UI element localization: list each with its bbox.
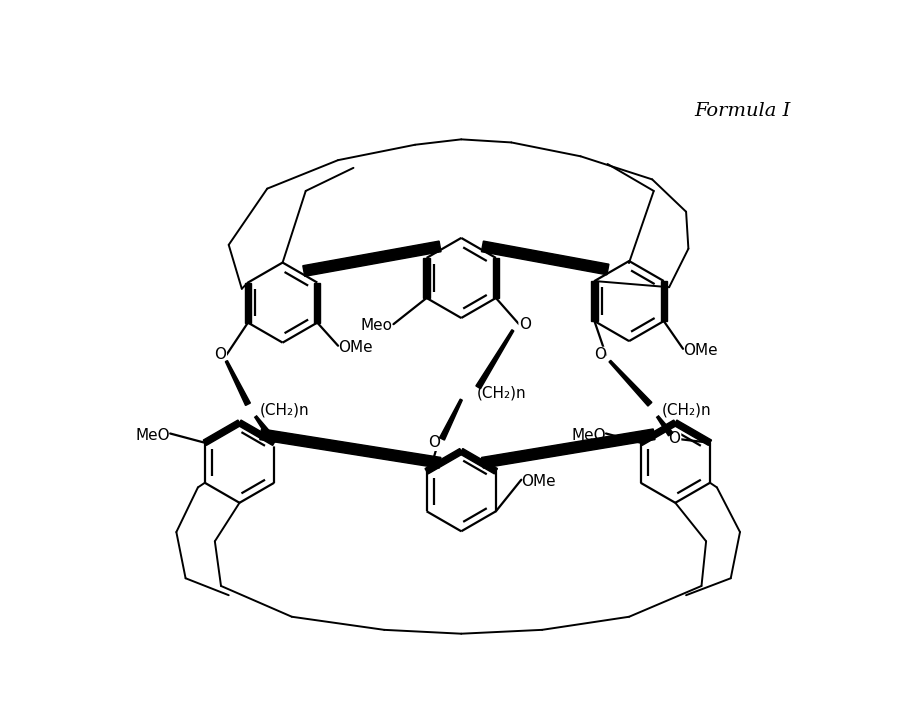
Polygon shape <box>493 258 499 298</box>
Text: (CH₂)n: (CH₂)n <box>477 386 526 401</box>
Text: O: O <box>266 431 279 446</box>
Polygon shape <box>424 258 429 298</box>
Text: O: O <box>594 347 606 362</box>
Text: Formula I: Formula I <box>695 102 791 120</box>
Polygon shape <box>460 449 498 474</box>
Polygon shape <box>203 420 241 445</box>
Polygon shape <box>302 241 441 276</box>
Polygon shape <box>314 283 320 323</box>
Polygon shape <box>661 281 667 321</box>
Polygon shape <box>225 360 250 405</box>
Text: (CH₂)n: (CH₂)n <box>259 403 309 418</box>
Polygon shape <box>238 420 275 445</box>
Text: O: O <box>519 317 531 331</box>
Text: O: O <box>214 347 226 362</box>
Polygon shape <box>657 416 673 436</box>
Polygon shape <box>245 283 251 323</box>
Polygon shape <box>425 449 463 474</box>
Text: MeO: MeO <box>136 428 171 442</box>
Polygon shape <box>482 241 609 275</box>
Polygon shape <box>591 281 598 321</box>
Text: OMe: OMe <box>682 343 717 358</box>
Polygon shape <box>674 420 712 445</box>
Text: OMe: OMe <box>338 340 373 355</box>
Polygon shape <box>439 399 463 440</box>
Polygon shape <box>255 416 271 436</box>
Polygon shape <box>476 330 514 389</box>
Text: MeO: MeO <box>572 428 607 442</box>
Polygon shape <box>482 429 655 468</box>
Text: Meo: Meo <box>361 318 392 334</box>
Text: O: O <box>669 431 680 446</box>
Polygon shape <box>609 360 652 406</box>
Text: OMe: OMe <box>521 473 555 489</box>
Polygon shape <box>260 429 441 468</box>
Text: O: O <box>428 435 440 450</box>
Text: (CH₂)n: (CH₂)n <box>662 403 711 418</box>
Polygon shape <box>639 420 677 445</box>
